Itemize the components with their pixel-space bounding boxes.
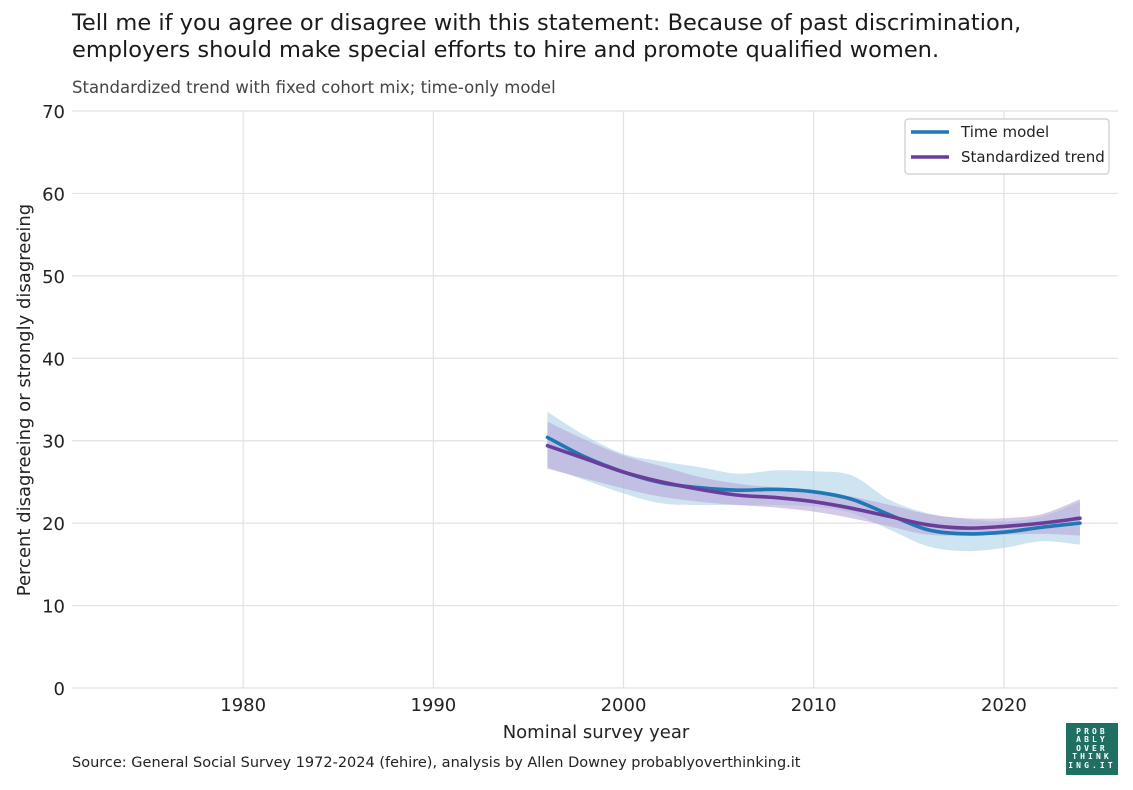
legend-label: Time model [960,123,1049,141]
chart-title: Tell me if you agree or disagree with th… [72,10,1022,63]
y-tick-label: 30 [42,432,65,453]
legend-box [904,118,1110,175]
series-lines [545,435,1082,536]
logo-line: THINK [1072,752,1112,762]
x-tick-label: 1980 [220,695,266,716]
x-tick-label: 2000 [601,695,647,716]
source-note: Source: General Social Survey 1972-2024 … [72,755,801,771]
y-tick-label: 60 [42,184,65,205]
tick-labels: 0 10 20 30 40 50 60 70 1980 1990 2000 2010 2020 [42,102,1027,716]
y-axis-label: Percent disagreeing or strongly disagree… [14,204,35,596]
y-tick-label: 70 [42,102,65,123]
probably-overthinking-logo: PROB ABLY OVER THINK ING.IT [1066,723,1118,775]
y-tick-label: 20 [42,514,65,535]
logo-line: PROB [1076,727,1108,736]
confidence-band [547,411,1080,552]
logo-line: ING.IT [1068,760,1116,770]
series-line [545,443,1082,530]
y-tick-label: 50 [42,267,65,288]
x-tick-label: 1990 [410,695,456,716]
x-tick-label: 2020 [981,695,1027,716]
y-tick-label: 40 [42,349,65,370]
y-tick-label: 0 [54,679,65,700]
grid [72,110,1118,689]
x-tick-label: 2010 [791,695,837,716]
y-tick-label: 10 [42,597,65,618]
logo-line: ABLY [1076,735,1108,745]
x-axis-label: Nominal survey year [503,722,690,743]
chart-subtitle: Standardized trend with fixed cohort mix… [72,78,556,97]
legend-label: Standardized trend [961,148,1105,166]
legend: Time model Standardized trend [904,118,1110,175]
logo-line: OVER [1076,743,1108,753]
